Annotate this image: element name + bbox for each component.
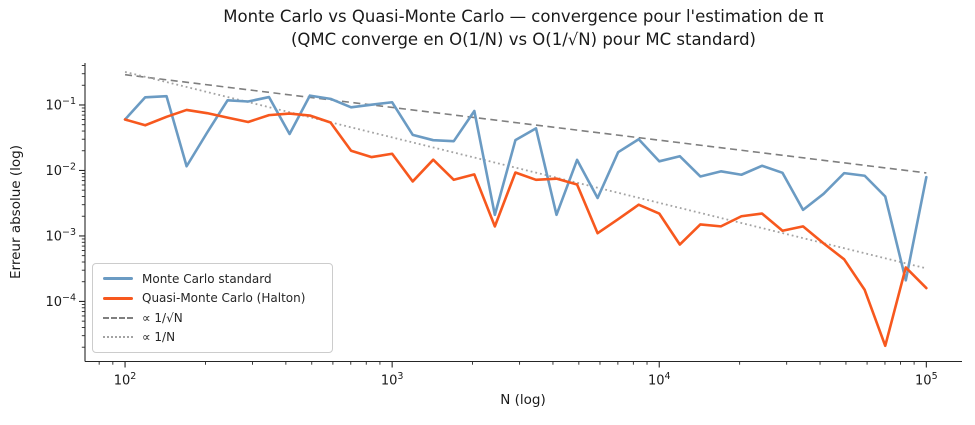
legend: Monte Carlo standard Quasi-Monte Carlo (… bbox=[92, 263, 333, 353]
legend-label-qmc: Quasi-Monte Carlo (Halton) bbox=[142, 291, 306, 306]
tick-label: 10−2 bbox=[45, 161, 76, 179]
x-axis: 102 103 104 105 bbox=[85, 360, 962, 389]
tick-label: 103 bbox=[381, 371, 404, 389]
tick-label: 104 bbox=[648, 371, 671, 389]
qmc-halton-line bbox=[123, 108, 928, 348]
ref-line-inverse-sqrt-n bbox=[124, 73, 927, 174]
legend-label-monte-carlo: Monte Carlo standard bbox=[142, 271, 272, 286]
tick-label: 105 bbox=[915, 371, 938, 389]
legend-label-ref-linear: ∝ 1/N bbox=[142, 330, 176, 345]
qmc-line-swatch bbox=[103, 296, 133, 300]
ref-sqrt-line-swatch bbox=[103, 316, 133, 319]
tick-label: 10−4 bbox=[45, 292, 76, 310]
legend-item-monte-carlo: Monte Carlo standard bbox=[103, 269, 322, 289]
ref-linear-line-swatch bbox=[103, 336, 133, 339]
monte-carlo-line bbox=[123, 94, 928, 282]
legend-label-ref-sqrt: ∝ 1/√N bbox=[142, 310, 183, 325]
x-axis-label: N (log) bbox=[500, 392, 546, 408]
chart-title: Monte Carlo vs Quasi-Monte Carlo — conve… bbox=[85, 5, 962, 51]
tick-label: 102 bbox=[114, 371, 137, 389]
legend-item-ref-sqrt: ∝ 1/√N bbox=[103, 308, 322, 328]
ref-line-inverse-n bbox=[124, 71, 927, 270]
y-axis-label: Erreur absolue (log) bbox=[8, 145, 24, 279]
monte-carlo-line-swatch bbox=[103, 277, 133, 281]
legend-item-ref-linear: ∝ 1/N bbox=[103, 328, 322, 348]
chart-title-line1: Monte Carlo vs Quasi-Monte Carlo — conve… bbox=[223, 7, 824, 26]
tick-label: 10−1 bbox=[45, 96, 76, 114]
chart-subtitle: (QMC converge en O(1/N) vs O(1/√N) pour … bbox=[291, 30, 756, 49]
legend-item-qmc: Quasi-Monte Carlo (Halton) bbox=[103, 289, 322, 309]
tick-label: 10−3 bbox=[45, 227, 76, 245]
y-axis: 10−1 10−2 10−3 10−4 bbox=[45, 63, 86, 362]
